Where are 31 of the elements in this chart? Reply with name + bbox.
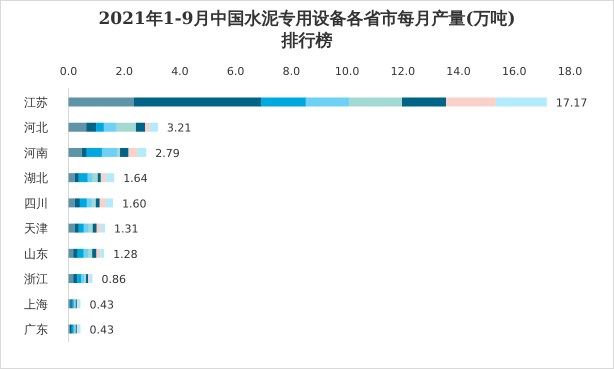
x-tick-label: 18.0 (558, 65, 582, 78)
y-tick-label: 山东 (24, 246, 48, 261)
x-tick-label: 0.0 (60, 65, 78, 78)
y-tick-label: 天津 (24, 222, 48, 236)
total-label: 0.43 (89, 298, 114, 312)
total-label: 1.64 (123, 172, 148, 186)
y-tick-label: 河南 (24, 146, 48, 160)
total-label: 0.86 (101, 273, 126, 286)
x-tick-label: 8.0 (282, 65, 300, 78)
y-tick-label: 湖北 (24, 171, 48, 186)
y-tick-label: 广东 (24, 322, 48, 336)
total-label: 3.21 (166, 122, 192, 135)
x-tick-label: 4.0 (171, 65, 189, 78)
x-tick-label: 6.0 (226, 65, 244, 78)
x-tick-label: 12.0 (390, 65, 416, 78)
x-tick-label: 10.0 (334, 65, 360, 78)
x-tick-label: 2.0 (115, 65, 133, 78)
x-tick-label: 14.0 (446, 65, 471, 78)
x-tick-label: 16.0 (502, 65, 527, 78)
y-tick-label: 江苏 (24, 96, 48, 110)
y-tick-label: 上海 (24, 297, 48, 312)
total-label: 1.60 (122, 197, 147, 210)
y-tick-label: 河北 (24, 120, 48, 135)
total-label: 17.17 (556, 96, 588, 110)
total-label: 0.43 (89, 324, 114, 336)
chart-title: 2021年1-9月中国水泥专用设备各省市每月产量(万吨)排行榜 (98, 9, 516, 51)
y-tick-label: 四川 (24, 196, 48, 210)
total-label: 1.31 (114, 222, 138, 236)
total-label: 1.28 (113, 248, 138, 261)
y-tick-label: 浙江 (24, 272, 48, 286)
total-label: 2.79 (155, 146, 180, 160)
